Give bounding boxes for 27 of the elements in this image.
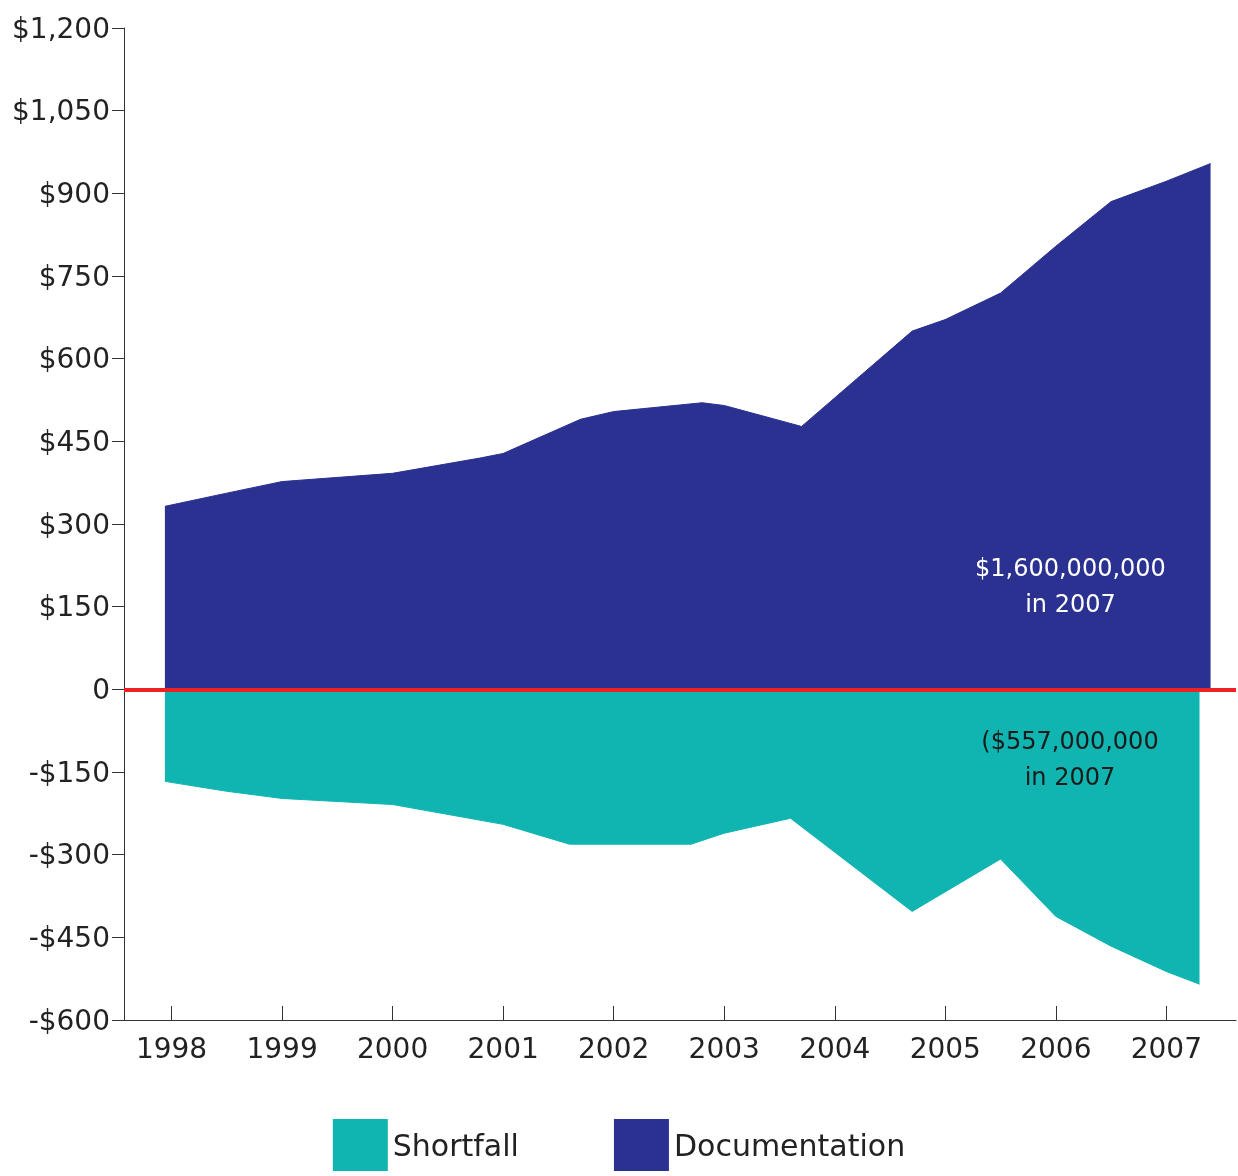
x-tick-label: 1999 [246, 1031, 318, 1065]
x-tick-label: 2007 [1130, 1031, 1202, 1065]
x-tick-label: 2001 [467, 1031, 539, 1065]
y-tick-label: $1,200 [12, 11, 110, 45]
x-tick-label: 2005 [909, 1031, 981, 1065]
y-tick-label: -$600 [28, 1003, 110, 1037]
x-tick-label: 2000 [356, 1031, 429, 1065]
y-tick-label: $300 [38, 507, 110, 541]
y-tick-label: 0 [92, 672, 110, 706]
legend-label: Shortfall [392, 1127, 519, 1163]
x-tick-label: 2006 [1020, 1031, 1092, 1065]
x-tick-label: 1998 [135, 1031, 208, 1065]
y-tick-label: $600 [38, 342, 110, 376]
x-tick-label: 2002 [578, 1031, 650, 1065]
x-tick-label: 2003 [688, 1031, 760, 1065]
y-tick-label: -$300 [28, 838, 110, 872]
annotation: $1,600,000,000 in 2007 [975, 554, 1166, 618]
annotation: ($557,000,000 in 2007 [981, 727, 1159, 791]
y-tick-label: $150 [38, 590, 110, 624]
legend-label: Documentation [673, 1127, 906, 1163]
y-tick-label: -$150 [28, 755, 110, 789]
y-tick-label: $900 [38, 176, 110, 210]
x-tick-label: 2004 [799, 1031, 871, 1065]
y-tick-label: $1,050 [12, 94, 110, 128]
y-tick-label: -$450 [28, 920, 110, 954]
y-tick-label: $450 [38, 424, 110, 458]
y-tick-label: $750 [38, 259, 110, 293]
